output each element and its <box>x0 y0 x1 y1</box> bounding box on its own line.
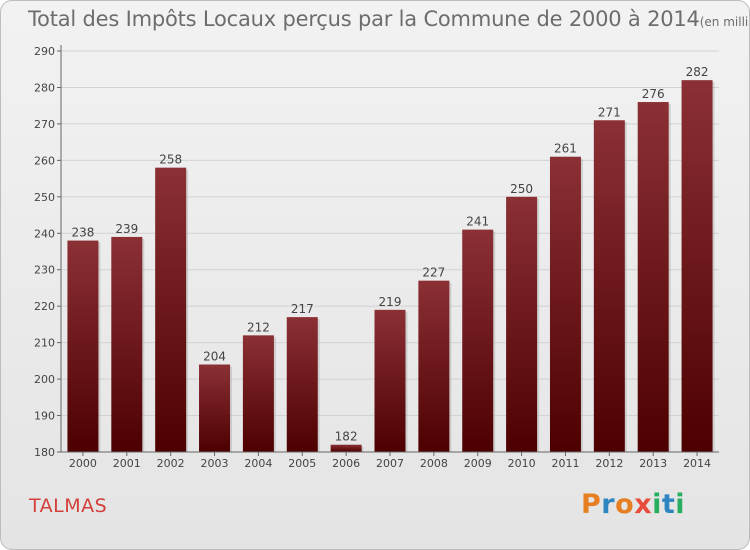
bar-2006 <box>330 444 362 452</box>
bar-2008 <box>418 280 450 452</box>
value-label: 258 <box>159 153 182 167</box>
bar-2011 <box>549 156 581 452</box>
value-label: 239 <box>115 222 138 236</box>
x-tick-label: 2007 <box>376 457 404 470</box>
value-label: 250 <box>510 182 533 196</box>
value-label: 261 <box>554 142 577 156</box>
bar-2012 <box>593 120 625 452</box>
value-label: 276 <box>642 87 665 101</box>
x-tick-label: 2004 <box>244 457 272 470</box>
logo-letter: x <box>634 489 653 520</box>
bar-2010 <box>506 196 538 452</box>
chart-title: Total des Impôts Locaux perçus par la Co… <box>28 7 749 31</box>
y-tick-label: 200 <box>34 373 55 386</box>
x-tick-label: 2013 <box>639 457 667 470</box>
y-tick-label: 180 <box>34 446 55 459</box>
x-tick-label: 2012 <box>595 457 623 470</box>
value-label: 241 <box>466 215 489 229</box>
x-tick-label: 2006 <box>332 457 360 470</box>
logo-letter: i <box>675 489 686 520</box>
value-label: 182 <box>335 430 358 444</box>
logo-letter: P <box>581 489 602 520</box>
y-tick-label: 190 <box>34 410 55 423</box>
x-tick-label: 2010 <box>508 457 536 470</box>
bar-2013 <box>637 102 669 452</box>
bar-2000 <box>67 240 99 452</box>
title-unit: (en milliers d'€) <box>699 15 749 29</box>
x-tick-label: 2003 <box>201 457 229 470</box>
x-tick-label: 2002 <box>157 457 185 470</box>
y-tick-label: 220 <box>34 300 55 313</box>
bar-2003 <box>199 364 231 452</box>
value-label: 217 <box>291 302 314 316</box>
bar-2004 <box>242 335 274 452</box>
x-tick-label: 2001 <box>113 457 141 470</box>
logo-letter: r <box>601 489 616 520</box>
y-tick-label: 280 <box>34 81 55 94</box>
y-tick-label: 260 <box>34 154 55 167</box>
title-main: Total des Impôts Locaux perçus par la Co… <box>28 7 700 31</box>
y-tick-label: 250 <box>34 191 55 204</box>
y-tick-label: 210 <box>34 337 55 350</box>
bar-2001 <box>111 236 143 452</box>
x-tick-label: 2008 <box>420 457 448 470</box>
value-label: 204 <box>203 350 226 364</box>
x-tick-label: 2014 <box>683 457 711 470</box>
y-tick-label: 270 <box>34 118 55 131</box>
value-label: 238 <box>71 226 94 240</box>
proxiti-logo: Proxiti <box>581 489 685 520</box>
axis-layer: 180 190 200 210 220 230 240 250 260 270 280 290 2000… <box>34 45 719 470</box>
logo-letter: i <box>652 489 662 520</box>
bar-2005 <box>286 317 318 452</box>
logo-letter: t <box>661 489 676 520</box>
bar-layer: 238 239 258 204 212 217 182 219 227 241 250 261 271 2… <box>67 65 715 452</box>
y-tick-label: 230 <box>34 264 55 277</box>
x-tick-label: 2011 <box>551 457 579 470</box>
bar-2002 <box>155 167 187 452</box>
x-tick-label: 2000 <box>69 457 97 470</box>
value-label: 282 <box>686 65 709 79</box>
bar-2009 <box>462 229 494 452</box>
x-tick-label: 2005 <box>288 457 316 470</box>
bar-2007 <box>374 309 406 452</box>
value-label: 212 <box>247 320 270 334</box>
logo-letter: o <box>615 489 635 520</box>
x-tick-label: 2009 <box>464 457 492 470</box>
value-label: 227 <box>422 266 445 280</box>
commune-name: TALMAS <box>29 495 108 517</box>
value-label: 271 <box>598 105 621 119</box>
bar-2014 <box>681 80 713 452</box>
y-tick-label: 240 <box>34 227 55 240</box>
y-tick-label: 290 <box>34 45 55 58</box>
value-label: 219 <box>379 295 402 309</box>
